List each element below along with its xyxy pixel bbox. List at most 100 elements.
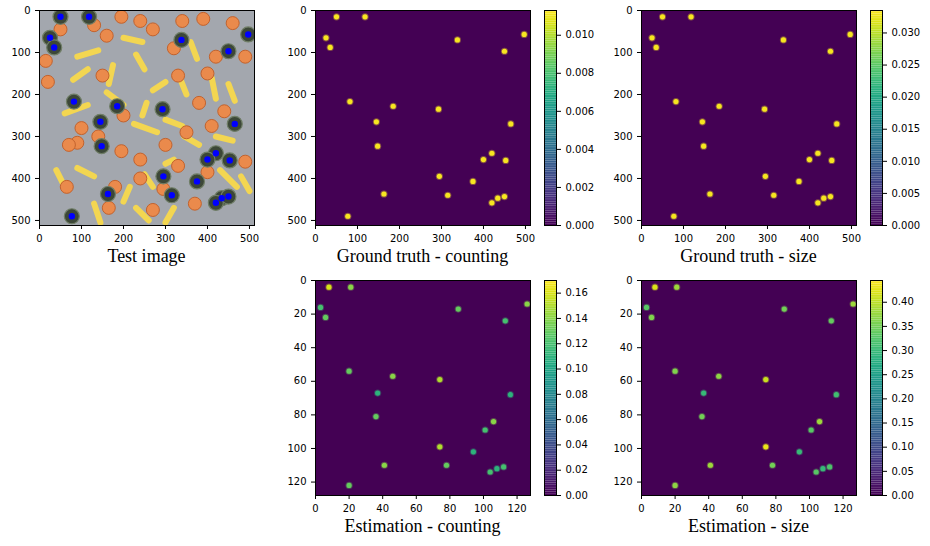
svg-text:0.000: 0.000 [566,220,595,231]
svg-text:100: 100 [800,503,819,514]
html-text:Ground truth - size: Ground truth - size [680,246,817,266]
svg-text:120: 120 [834,503,853,514]
html-text:Test image: Test image [107,246,186,266]
svg-text:0.35: 0.35 [892,321,914,332]
svg-text:300: 300 [156,233,175,244]
svg-text:0.30: 0.30 [892,345,914,356]
svg-text:200: 200 [716,233,735,244]
svg-text:40: 40 [376,503,389,514]
svg-text:0.25: 0.25 [892,369,914,380]
svg-text:0.00: 0.00 [892,490,914,501]
svg-text:0.015: 0.015 [892,123,921,134]
svg-text:0: 0 [300,5,306,16]
svg-text:0: 0 [312,233,318,244]
svg-text:80: 80 [620,409,633,420]
svg-text:0.08: 0.08 [566,389,588,400]
svg-text:400: 400 [474,233,493,244]
svg-text:500: 500 [516,233,535,244]
svg-text:200: 200 [114,233,133,244]
svg-text:100: 100 [72,233,91,244]
svg-text:20: 20 [669,503,682,514]
svg-text:0.16: 0.16 [566,287,588,298]
svg-text:400: 400 [198,233,217,244]
svg-text:0.10: 0.10 [566,363,588,374]
svg-text:0.20: 0.20 [892,393,914,404]
svg-text:200: 200 [11,89,30,100]
svg-text:0.06: 0.06 [566,414,588,425]
svg-text:0.12: 0.12 [566,338,588,349]
svg-text:0.010: 0.010 [566,29,595,40]
svg-text:100: 100 [287,47,306,58]
svg-text:300: 300 [11,131,30,142]
svg-text:80: 80 [294,409,307,420]
svg-text:300: 300 [432,233,451,244]
svg-text:500: 500 [613,215,632,226]
svg-text:0.05: 0.05 [892,466,914,477]
svg-text:400: 400 [613,173,632,184]
svg-text:0: 0 [36,233,42,244]
svg-text:0: 0 [626,5,632,16]
html-text:Estimation - size: Estimation - size [688,516,809,536]
svg-text:0: 0 [626,275,632,286]
svg-text:500: 500 [240,233,259,244]
svg-text:60: 60 [620,375,633,386]
svg-text:500: 500 [11,215,30,226]
svg-text:0.00: 0.00 [566,490,588,501]
svg-text:60: 60 [736,503,749,514]
svg-text:40: 40 [702,503,715,514]
svg-text:40: 40 [620,342,633,353]
svg-text:20: 20 [294,308,307,319]
svg-text:0.02: 0.02 [566,464,588,475]
svg-text:0.030: 0.030 [892,27,921,38]
svg-text:20: 20 [343,503,356,514]
svg-text:400: 400 [287,173,306,184]
svg-text:0.14: 0.14 [566,313,588,324]
svg-text:40: 40 [294,342,307,353]
svg-text:0: 0 [24,5,30,16]
svg-text:120: 120 [613,476,632,487]
svg-text:80: 80 [770,503,783,514]
svg-text:300: 300 [758,233,777,244]
svg-text:0: 0 [638,233,644,244]
svg-text:0.025: 0.025 [892,59,921,70]
svg-text:60: 60 [294,375,307,386]
svg-text:400: 400 [800,233,819,244]
svg-text:100: 100 [613,443,632,454]
svg-text:0.15: 0.15 [892,417,914,428]
svg-text:300: 300 [287,131,306,142]
svg-text:120: 120 [287,476,306,487]
svg-text:200: 200 [390,233,409,244]
svg-text:500: 500 [842,233,861,244]
svg-text:0.010: 0.010 [892,156,921,167]
svg-text:100: 100 [11,47,30,58]
svg-text:0.006: 0.006 [566,106,595,117]
svg-text:500: 500 [287,215,306,226]
svg-text:100: 100 [613,47,632,58]
svg-text:0.020: 0.020 [892,91,921,102]
svg-text:0.002: 0.002 [566,182,595,193]
svg-text:100: 100 [287,443,306,454]
svg-text:200: 200 [287,89,306,100]
svg-text:0.008: 0.008 [566,67,595,78]
svg-text:20: 20 [620,308,633,319]
svg-text:0.04: 0.04 [566,439,588,450]
svg-text:0.000: 0.000 [892,220,921,231]
svg-text:100: 100 [674,233,693,244]
svg-text:120: 120 [508,503,527,514]
svg-text:0: 0 [312,503,318,514]
svg-text:0.005: 0.005 [892,188,921,199]
html-text:Ground truth - counting: Ground truth - counting [336,246,509,266]
svg-text:0: 0 [300,275,306,286]
svg-text:0.40: 0.40 [892,296,914,307]
svg-text:100: 100 [348,233,367,244]
svg-text:0: 0 [638,503,644,514]
svg-text:60: 60 [410,503,423,514]
svg-text:400: 400 [11,173,30,184]
svg-text:0.004: 0.004 [566,144,595,155]
svg-text:0.10: 0.10 [892,441,914,452]
svg-text:200: 200 [613,89,632,100]
svg-text:300: 300 [613,131,632,142]
svg-text:80: 80 [444,503,457,514]
html-text:Estimation - counting: Estimation - counting [344,516,501,536]
svg-text:100: 100 [474,503,493,514]
